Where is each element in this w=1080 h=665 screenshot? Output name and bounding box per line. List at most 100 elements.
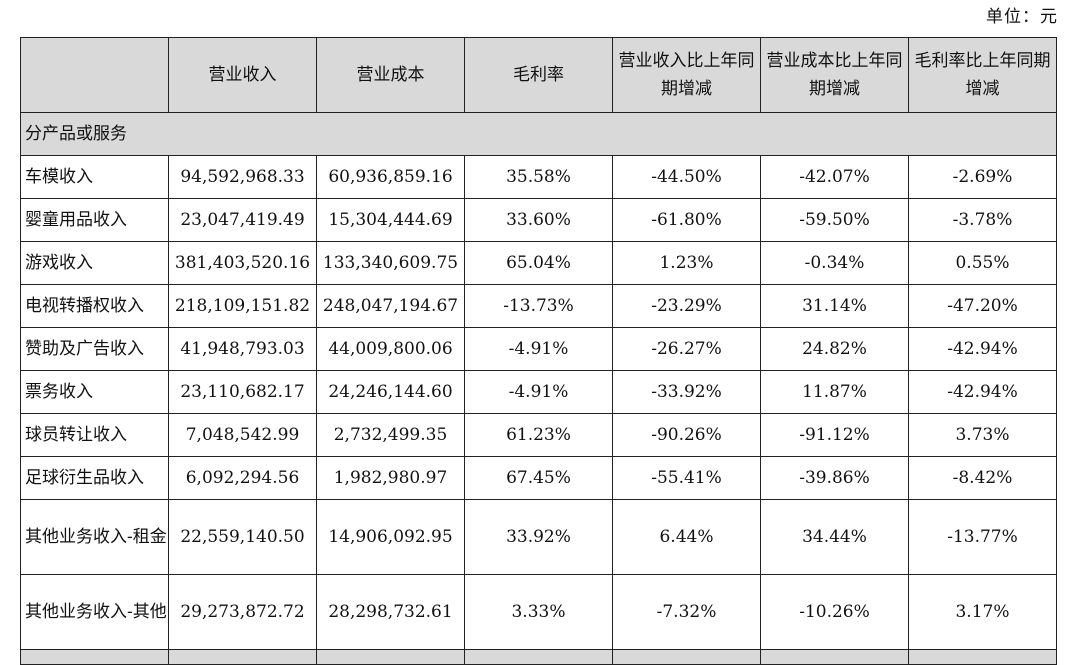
cell-cost: 14,906,092.95: [316, 499, 465, 575]
cell-margin-change: -8.42%: [908, 456, 1057, 500]
cell-cost-change: -10.26%: [760, 574, 909, 650]
cell-revenue-change: 1.23%: [612, 241, 761, 285]
header-cell-cost: 营业成本: [316, 37, 465, 113]
cell-margin-change: -42.94%: [908, 327, 1057, 371]
row-name: 婴童用品收入: [20, 198, 169, 242]
cell-revenue: 22,559,140.50: [168, 499, 317, 575]
cell-cost-change: 31.14%: [760, 284, 909, 328]
cell-revenue-change: -33.92%: [612, 370, 761, 414]
cell-cost: 24,246,144.60: [316, 370, 465, 414]
cell-margin: 33.92%: [464, 499, 613, 575]
cell-margin: 33.60%: [464, 198, 613, 242]
cell-margin-change: -42.94%: [908, 370, 1057, 414]
cell-margin-change: 0.55%: [908, 241, 1057, 285]
header-cell-cost-change: 营业成本比上年同期增减: [760, 37, 909, 113]
row-name: 车模收入: [20, 155, 169, 199]
cutoff-cell: [316, 649, 465, 665]
row-name: 足球衍生品收入: [20, 456, 169, 500]
cell-revenue: 23,047,419.49: [168, 198, 317, 242]
cell-revenue-change: -55.41%: [612, 456, 761, 500]
cutoff-cell: [20, 649, 169, 665]
row-name: 赞助及广告收入: [20, 327, 169, 371]
table-row: 票务收入 23,110,682.17 24,246,144.60 -4.91% …: [20, 370, 1057, 414]
cell-revenue: 23,110,682.17: [168, 370, 317, 414]
cell-revenue: 7,048,542.99: [168, 413, 317, 457]
cell-margin: 67.45%: [464, 456, 613, 500]
cell-cost: 60,936,859.16: [316, 155, 465, 199]
cell-margin-change: -3.78%: [908, 198, 1057, 242]
cell-cost-change: 24.82%: [760, 327, 909, 371]
cell-cost: 44,009,800.06: [316, 327, 465, 371]
table-row: 足球衍生品收入 6,092,294.56 1,982,980.97 67.45%…: [20, 456, 1057, 500]
cell-margin-change: -47.20%: [908, 284, 1057, 328]
cell-cost: 15,304,444.69: [316, 198, 465, 242]
cell-revenue-change: -61.80%: [612, 198, 761, 242]
cell-margin: 3.33%: [464, 574, 613, 650]
table-row: 赞助及广告收入 41,948,793.03 44,009,800.06 -4.9…: [20, 327, 1057, 371]
row-name: 票务收入: [20, 370, 169, 414]
cutoff-cell: [612, 649, 761, 665]
cell-margin-change: -2.69%: [908, 155, 1057, 199]
table-row: 电视转播权收入 218,109,151.82 248,047,194.67 -1…: [20, 284, 1057, 328]
row-name: 其他业务收入-租金: [20, 499, 169, 575]
cell-cost: 28,298,732.61: [316, 574, 465, 650]
header-row: 营业收入 营业成本 毛利率 营业收入比上年同期增减 营业成本比上年同期增减 毛利…: [20, 37, 1057, 113]
cell-margin: 65.04%: [464, 241, 613, 285]
cutoff-cell: [464, 649, 613, 665]
cell-revenue: 29,273,872.72: [168, 574, 317, 650]
cell-margin-change: 3.73%: [908, 413, 1057, 457]
cell-revenue-change: -44.50%: [612, 155, 761, 199]
header-cell-margin: 毛利率: [464, 37, 613, 113]
cell-margin: 35.58%: [464, 155, 613, 199]
cutoff-cell: [760, 649, 909, 665]
cell-cost: 2,732,499.35: [316, 413, 465, 457]
cell-revenue: 41,948,793.03: [168, 327, 317, 371]
header-cell-margin-change: 毛利率比上年同期增减: [908, 37, 1057, 113]
row-name: 球员转让收入: [20, 413, 169, 457]
cell-margin-change: 3.17%: [908, 574, 1057, 650]
cell-margin: 61.23%: [464, 413, 613, 457]
cell-cost-change: -39.86%: [760, 456, 909, 500]
cell-cost-change: -42.07%: [760, 155, 909, 199]
cell-revenue: 218,109,151.82: [168, 284, 317, 328]
table-row: 其他业务收入-租金 22,559,140.50 14,906,092.95 33…: [20, 499, 1057, 575]
table-row: 婴童用品收入 23,047,419.49 15,304,444.69 33.60…: [20, 198, 1057, 242]
section-label: 分产品或服务: [20, 112, 1057, 156]
section-row: 分产品或服务: [20, 112, 1057, 156]
cell-revenue: 94,592,968.33: [168, 155, 317, 199]
cell-cost-change: 34.44%: [760, 499, 909, 575]
cell-cost-change: -0.34%: [760, 241, 909, 285]
table-row: 其他业务收入-其他 29,273,872.72 28,298,732.61 3.…: [20, 574, 1057, 650]
unit-label: 单位：元: [986, 7, 1058, 27]
cell-revenue: 381,403,520.16: [168, 241, 317, 285]
table-row-cutoff: [20, 649, 1057, 665]
cell-revenue: 6,092,294.56: [168, 456, 317, 500]
table-row: 车模收入 94,592,968.33 60,936,859.16 35.58% …: [20, 155, 1057, 199]
cell-margin: -4.91%: [464, 327, 613, 371]
cutoff-cell: [908, 649, 1057, 665]
cell-margin: -4.91%: [464, 370, 613, 414]
cell-margin: -13.73%: [464, 284, 613, 328]
cell-revenue-change: -90.26%: [612, 413, 761, 457]
cutoff-cell: [168, 649, 317, 665]
cell-revenue-change: 6.44%: [612, 499, 761, 575]
cell-cost-change: 11.87%: [760, 370, 909, 414]
row-name: 游戏收入: [20, 241, 169, 285]
header-cell-corner: [20, 37, 169, 113]
header-cell-revenue: 营业收入: [168, 37, 317, 113]
row-name: 其他业务收入-其他: [20, 574, 169, 650]
table-row: 游戏收入 381,403,520.16 133,340,609.75 65.04…: [20, 241, 1057, 285]
cell-revenue-change: -23.29%: [612, 284, 761, 328]
cell-cost: 248,047,194.67: [316, 284, 465, 328]
cell-revenue-change: -26.27%: [612, 327, 761, 371]
cell-revenue-change: -7.32%: [612, 574, 761, 650]
row-name: 电视转播权收入: [20, 284, 169, 328]
cell-cost-change: -91.12%: [760, 413, 909, 457]
cell-cost-change: -59.50%: [760, 198, 909, 242]
cell-margin-change: -13.77%: [908, 499, 1057, 575]
header-cell-revenue-change: 营业收入比上年同期增减: [612, 37, 761, 113]
cell-cost: 133,340,609.75: [316, 241, 465, 285]
table-row: 球员转让收入 7,048,542.99 2,732,499.35 61.23% …: [20, 413, 1057, 457]
revenue-table: 营业收入 营业成本 毛利率 营业收入比上年同期增减 营业成本比上年同期增减 毛利…: [20, 37, 1057, 665]
cell-cost: 1,982,980.97: [316, 456, 465, 500]
